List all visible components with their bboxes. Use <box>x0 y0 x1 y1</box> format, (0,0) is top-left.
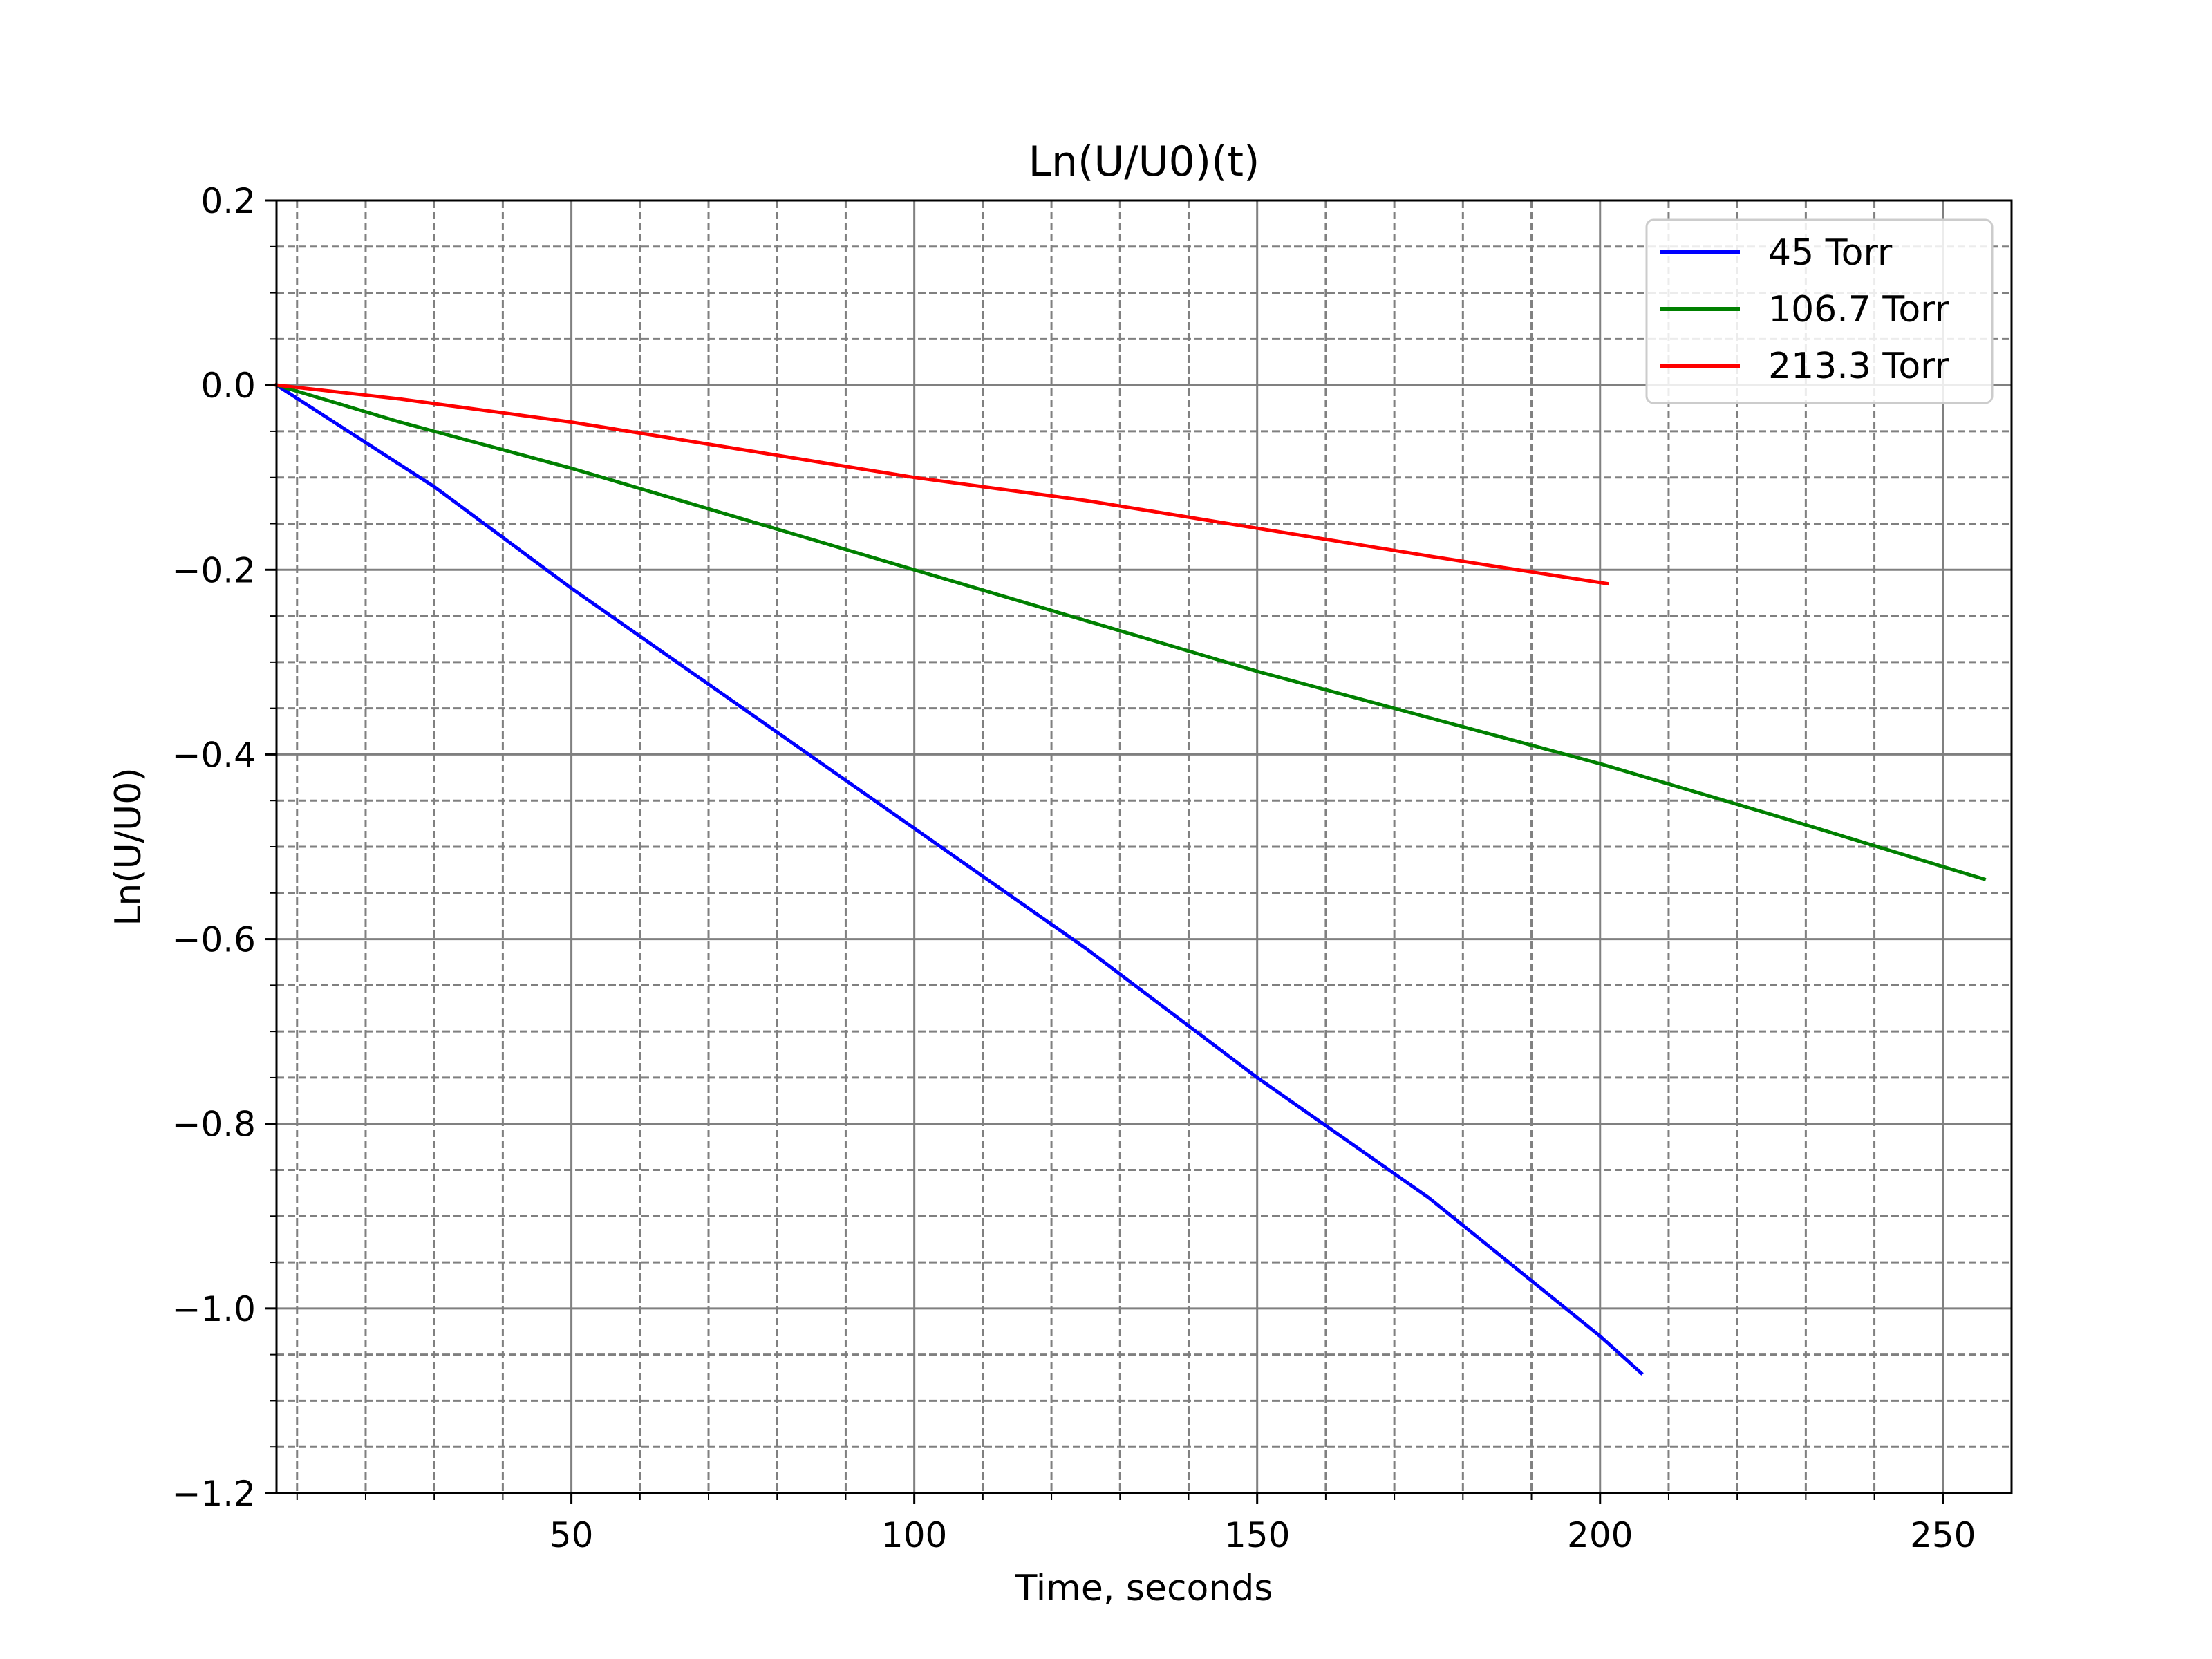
y-tick-label: −0.2 <box>172 550 256 590</box>
series-line-1 <box>274 382 1644 1376</box>
tick-labels-layer: 50 100 150 200 250 0.2 0.0 −0.2 −0.4 −0.6 −0.8 −1.0… <box>172 181 1976 1555</box>
minor-grid <box>276 200 2012 1493</box>
y-axis-label: Ln(U/U0) <box>108 767 149 926</box>
series-line-2 <box>274 382 1987 881</box>
x-tick-label: 50 <box>550 1515 594 1555</box>
y-tick-label: 0.2 <box>200 181 256 221</box>
y-tick-label: −0.8 <box>172 1105 256 1145</box>
y-tick-label: 0.0 <box>200 366 256 406</box>
y-tick-label: −1.2 <box>172 1474 256 1514</box>
y-tick-label: −0.6 <box>172 920 256 960</box>
x-tick-label: 150 <box>1224 1515 1290 1555</box>
legend-label-3: 213.3 Torr <box>1768 346 1950 387</box>
legend-label-2: 106.7 Torr <box>1768 289 1950 330</box>
series-line-3 <box>274 383 1609 586</box>
chart-title: Ln(U/U0)(t) <box>1029 138 1260 186</box>
legend-entries: 45 Torr 106.7 Torr 213.3 Torr <box>1660 232 1950 387</box>
ticks-layer <box>265 199 1944 1504</box>
y-tick-label: −1.0 <box>172 1289 256 1329</box>
x-tick-label: 250 <box>1910 1515 1976 1555</box>
x-tick-label: 100 <box>881 1515 947 1555</box>
series-layer <box>274 382 1987 1376</box>
legend[interactable]: 45 Torr 106.7 Torr 213.3 Torr <box>1645 218 1994 404</box>
x-tick-label: 200 <box>1567 1515 1633 1555</box>
legend-box <box>1645 218 1994 404</box>
legend-label-1: 45 Torr <box>1768 232 1893 274</box>
y-tick-label: −0.4 <box>172 735 256 775</box>
x-axis-label: Time, seconds <box>1015 1568 1273 1609</box>
